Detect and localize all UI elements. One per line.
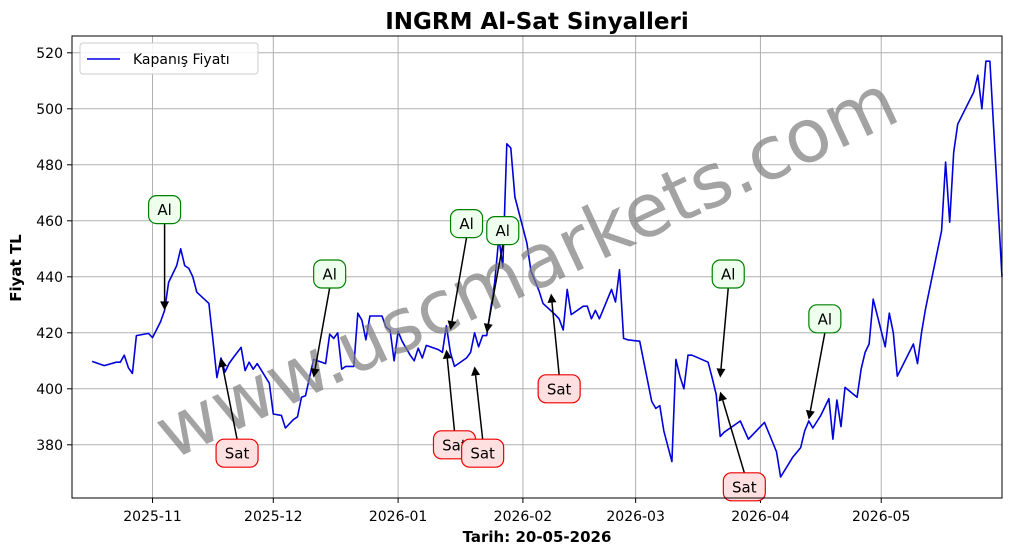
annotation-arrow-head xyxy=(547,293,557,304)
legend-box xyxy=(79,42,259,75)
annotation-arrow-shaft xyxy=(487,244,504,325)
annotation-arrow-head xyxy=(716,368,726,378)
price-line xyxy=(91,60,1003,478)
annotation-label-box xyxy=(147,195,182,225)
series-kapanis-fiyati xyxy=(91,60,1003,478)
x-tick-label: 2025-12 xyxy=(244,509,303,525)
annotation-arrow-head xyxy=(447,320,457,330)
annotation-label-box xyxy=(449,209,484,239)
y-tick-label: 520 xyxy=(36,46,63,62)
annotation-arrow-shaft xyxy=(221,366,238,440)
annotation-sell: Sat xyxy=(461,366,505,468)
annotation-arrow-shaft xyxy=(451,237,468,322)
x-tick-label: 2026-01 xyxy=(369,509,428,525)
x-axis-title: Tarih: 20-05-2026 xyxy=(463,528,612,546)
legend: Kapanış Fiyatı xyxy=(79,42,259,75)
annotation-label-box xyxy=(313,259,347,289)
grid-lines xyxy=(72,36,1002,498)
watermark-text: www.uscmarkets.com xyxy=(142,58,910,477)
annotation-label-box xyxy=(486,216,520,246)
annotation-buy: Al xyxy=(711,259,745,378)
y-axis-title: Fiyat TL xyxy=(7,234,25,302)
annotation-arrow-head xyxy=(471,366,481,376)
annotation-label-buy: Al xyxy=(322,266,336,284)
annotation-buy: Al xyxy=(447,209,484,330)
x-tick-label: 2025-11 xyxy=(123,509,182,525)
annotation-arrow-head xyxy=(160,301,170,311)
annotation-sell: Sat xyxy=(432,349,477,460)
y-axis-ticks: 380 400 420 440 460 480 500 520 xyxy=(36,46,72,454)
annotation-label-buy: Al xyxy=(496,222,510,240)
annotation-arrow-shaft xyxy=(809,332,826,411)
annotation-label-sell: Sat xyxy=(442,436,467,454)
annotation-label-sell: Sat xyxy=(732,478,757,496)
annotation-label-buy: Al xyxy=(157,201,171,219)
annotation-arrow-shaft xyxy=(551,302,560,375)
y-tick-label: 440 xyxy=(36,270,63,286)
annotation-sell: Sat xyxy=(718,391,766,502)
annotation-arrow-head xyxy=(218,358,228,368)
signal-annotations: Al Sat Al Sat Al Sat Al Sat Al Sat Al xyxy=(147,195,842,502)
annotation-arrow-shaft xyxy=(722,400,746,474)
annotation-arrow-head xyxy=(718,391,728,402)
annotation-arrow-head xyxy=(442,349,452,360)
annotation-label-sell: Sat xyxy=(470,445,495,463)
y-tick-label: 400 xyxy=(36,382,63,398)
x-tick-label: 2026-03 xyxy=(606,509,665,525)
annotation-buy: Al xyxy=(483,216,520,333)
annotation-arrow-shaft xyxy=(314,287,331,369)
annotation-label-box xyxy=(722,472,766,502)
x-tick-label: 2026-05 xyxy=(852,509,911,525)
annotation-label-buy: Al xyxy=(459,215,473,233)
annotation-label-sell: Sat xyxy=(225,445,250,463)
x-tick-label: 2026-04 xyxy=(731,509,790,525)
annotation-arrow-shaft xyxy=(474,375,484,440)
y-tick-label: 420 xyxy=(36,326,63,342)
annotation-label-buy: Al xyxy=(721,266,735,284)
annotation-buy: Al xyxy=(310,259,347,378)
y-tick-label: 460 xyxy=(36,214,63,230)
annotation-arrow-shaft xyxy=(720,287,729,369)
annotation-arrow-head xyxy=(805,409,815,420)
annotation-buy: Al xyxy=(805,304,842,420)
chart-title: INGRM Al-Sat Sinyalleri xyxy=(385,9,689,35)
annotation-label-box xyxy=(215,438,259,468)
annotation-label-box xyxy=(711,259,745,289)
legend-entry-kapanis-fiyati: Kapanış Fiyatı xyxy=(133,52,230,68)
annotation-label-box xyxy=(808,304,842,334)
annotation-sell: Sat xyxy=(537,293,581,404)
annotation-arrow-head xyxy=(483,323,493,333)
y-tick-label: 500 xyxy=(36,102,63,118)
annotation-label-sell: Sat xyxy=(547,380,572,398)
annotation-arrow-shaft xyxy=(446,358,456,431)
annotation-arrow-head xyxy=(310,367,320,378)
y-tick-label: 380 xyxy=(36,438,63,454)
annotation-label-box xyxy=(537,374,581,404)
annotation-label-buy: Al xyxy=(818,310,832,328)
x-axis-ticks: 2025-11 2025-12 2026-01 2026-02 2026-03 2026-… xyxy=(123,498,910,525)
annotation-label-box xyxy=(461,438,505,468)
annotation-sell: Sat xyxy=(215,358,259,468)
y-tick-label: 480 xyxy=(36,158,63,174)
x-tick-label: 2026-02 xyxy=(494,509,553,525)
annotation-buy: Al xyxy=(147,195,182,311)
plot-frame xyxy=(71,35,1003,499)
